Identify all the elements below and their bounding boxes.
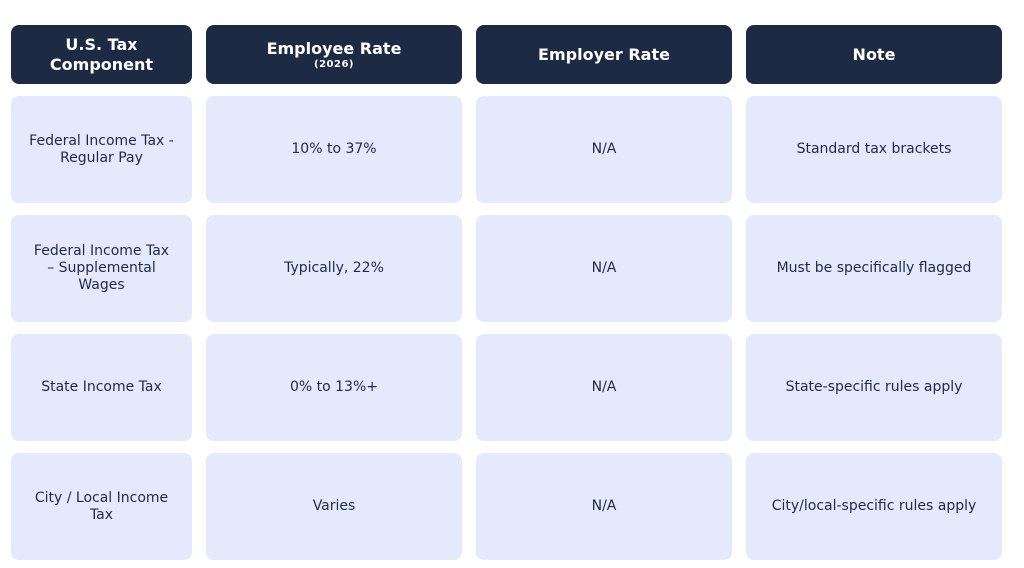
header-label: U.S. Tax Component bbox=[49, 34, 154, 74]
cell-component: City / Local Income Tax bbox=[11, 453, 192, 560]
cell-note: Must be specifically flagged bbox=[746, 215, 1002, 322]
cell-component: State Income Tax bbox=[11, 334, 192, 441]
header-employee-rate: Employee Rate (2026) bbox=[206, 25, 462, 84]
cell-note: City/local-specific rules apply bbox=[746, 453, 1002, 560]
cell-note: State-specific rules apply bbox=[746, 334, 1002, 441]
cell-employee-rate: Typically, 22% bbox=[206, 215, 462, 322]
header-label: Note bbox=[852, 44, 896, 64]
cell-component: Federal Income Tax - Regular Pay bbox=[11, 96, 192, 203]
header-label: Employee Rate bbox=[266, 39, 402, 58]
cell-employee-rate: 10% to 37% bbox=[206, 96, 462, 203]
tax-table: U.S. Tax Component Employee Rate (2026) … bbox=[11, 25, 1003, 560]
header-tax-component: U.S. Tax Component bbox=[11, 25, 192, 84]
cell-employee-rate: 0% to 13%+ bbox=[206, 334, 462, 441]
cell-component: Federal Income Tax – Supplemental Wages bbox=[11, 215, 192, 322]
cell-employee-rate: Varies bbox=[206, 453, 462, 560]
cell-note: Standard tax brackets bbox=[746, 96, 1002, 203]
header-sublabel: (2026) bbox=[314, 59, 354, 70]
cell-employer-rate: N/A bbox=[476, 453, 732, 560]
header-label: Employer Rate bbox=[538, 44, 670, 64]
cell-employer-rate: N/A bbox=[476, 215, 732, 322]
cell-employer-rate: N/A bbox=[476, 334, 732, 441]
cell-employer-rate: N/A bbox=[476, 96, 732, 203]
header-employer-rate: Employer Rate bbox=[476, 25, 732, 84]
header-note: Note bbox=[746, 25, 1002, 84]
